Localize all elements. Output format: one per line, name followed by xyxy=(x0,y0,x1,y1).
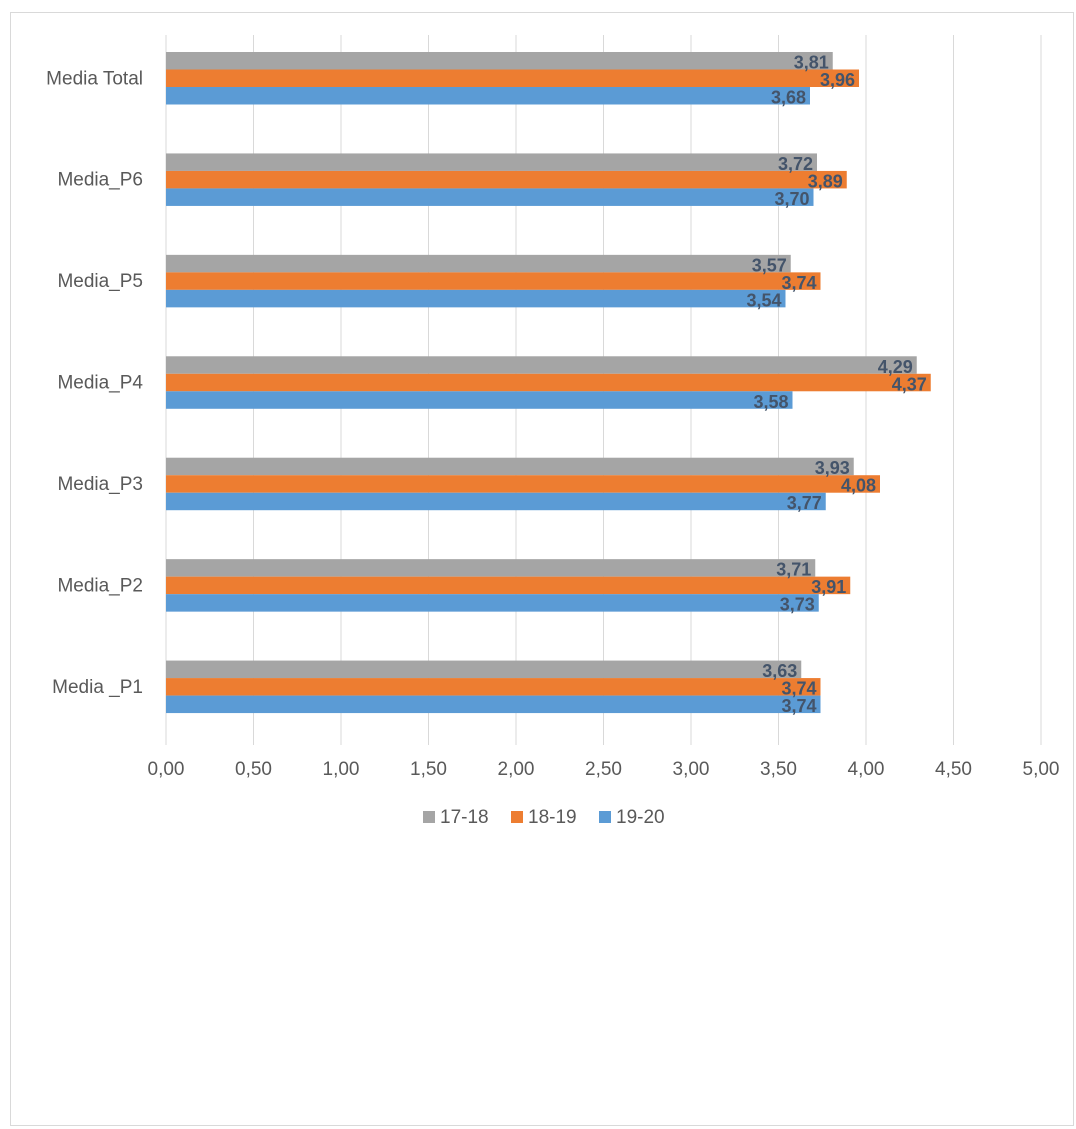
x-tick-label: 0,00 xyxy=(148,759,185,780)
category-label: Media _P1 xyxy=(52,677,143,698)
bar xyxy=(166,69,859,87)
x-tick-label: 5,00 xyxy=(1023,759,1060,780)
chart-frame: 3,81 3,96 3,68 3,72 3,89 3,70 3,57 3,74 3,54 4,29… xyxy=(10,12,1074,1126)
bars xyxy=(166,52,931,714)
data-label: 3,57 xyxy=(752,255,787,275)
bar xyxy=(166,52,833,70)
data-label: 4,37 xyxy=(892,374,927,394)
bar xyxy=(166,170,847,189)
data-label: 3,74 xyxy=(781,273,816,293)
legend-swatch xyxy=(599,811,611,823)
x-tick-label: 4,50 xyxy=(935,759,972,780)
category-label: Media_P3 xyxy=(57,474,143,495)
bar xyxy=(166,660,802,679)
data-label: 3,68 xyxy=(771,88,806,108)
bar xyxy=(166,678,821,696)
legend: 17-18 18-19 19-20 xyxy=(423,807,665,828)
category-label: Media_P4 xyxy=(57,373,143,394)
data-label: 3,96 xyxy=(820,70,855,90)
bar xyxy=(166,289,786,308)
data-label: 3,89 xyxy=(808,171,843,191)
data-label: 3,81 xyxy=(794,53,829,73)
data-label: 3,74 xyxy=(781,679,816,699)
data-label: 3,72 xyxy=(778,154,813,174)
legend-label: 17-18 xyxy=(440,807,489,828)
x-tick-label: 2,00 xyxy=(498,759,535,780)
data-label: 3,58 xyxy=(753,392,788,412)
category-label: Media Total xyxy=(46,68,143,89)
bar xyxy=(166,492,826,511)
data-label: 3,71 xyxy=(776,560,811,580)
bar xyxy=(166,457,854,476)
bar xyxy=(166,373,931,392)
data-label: 3,74 xyxy=(781,696,816,716)
legend-swatch xyxy=(423,811,435,823)
legend-swatch xyxy=(511,811,523,823)
bar xyxy=(166,254,791,273)
bar xyxy=(166,153,817,171)
bar xyxy=(166,559,816,577)
data-label: 3,91 xyxy=(811,577,846,597)
bar xyxy=(166,272,821,290)
legend-label: 18-19 xyxy=(528,807,577,828)
x-tick-label: 1,50 xyxy=(410,759,447,780)
data-label: 3,77 xyxy=(787,493,822,513)
bar xyxy=(166,356,917,374)
category-label: Media_P2 xyxy=(57,575,143,596)
bar xyxy=(166,391,793,409)
value-axis: 0,00 0,50 1,00 1,50 2,00 2,50 3,00 3,50 4,00 4,50… xyxy=(148,759,1060,780)
bar-chart: 3,813,963,683,723,893,703,573,743,544,29… xyxy=(46,35,1060,828)
bar xyxy=(166,475,880,493)
data-label: 4,08 xyxy=(841,476,876,496)
data-label: 3,93 xyxy=(815,458,850,478)
category-axis: Media Total Media_P6 Media_P5 Media_P4 Media… xyxy=(46,68,143,698)
data-label: 3,54 xyxy=(746,290,781,310)
bar xyxy=(166,576,851,595)
legend-label: 19-20 xyxy=(616,807,665,828)
x-tick-label: 0,50 xyxy=(235,759,272,780)
x-tick-label: 2,50 xyxy=(585,759,622,780)
data-label: 3,63 xyxy=(762,661,797,681)
x-tick-label: 4,00 xyxy=(848,759,885,780)
data-label: 4,29 xyxy=(878,357,913,377)
x-tick-label: 3,00 xyxy=(673,759,710,780)
data-label: 3,73 xyxy=(780,595,815,615)
x-tick-label: 1,00 xyxy=(323,759,360,780)
x-tick-label: 3,50 xyxy=(760,759,797,780)
data-labels: 3,813,963,683,723,893,703,573,743,544,29… xyxy=(746,53,926,717)
data-label: 3,70 xyxy=(774,189,809,209)
category-label: Media_P5 xyxy=(57,271,143,292)
category-label: Media_P6 xyxy=(57,170,143,191)
bar xyxy=(166,87,810,105)
bar xyxy=(166,695,821,714)
bar xyxy=(166,594,819,612)
bar xyxy=(166,188,814,206)
